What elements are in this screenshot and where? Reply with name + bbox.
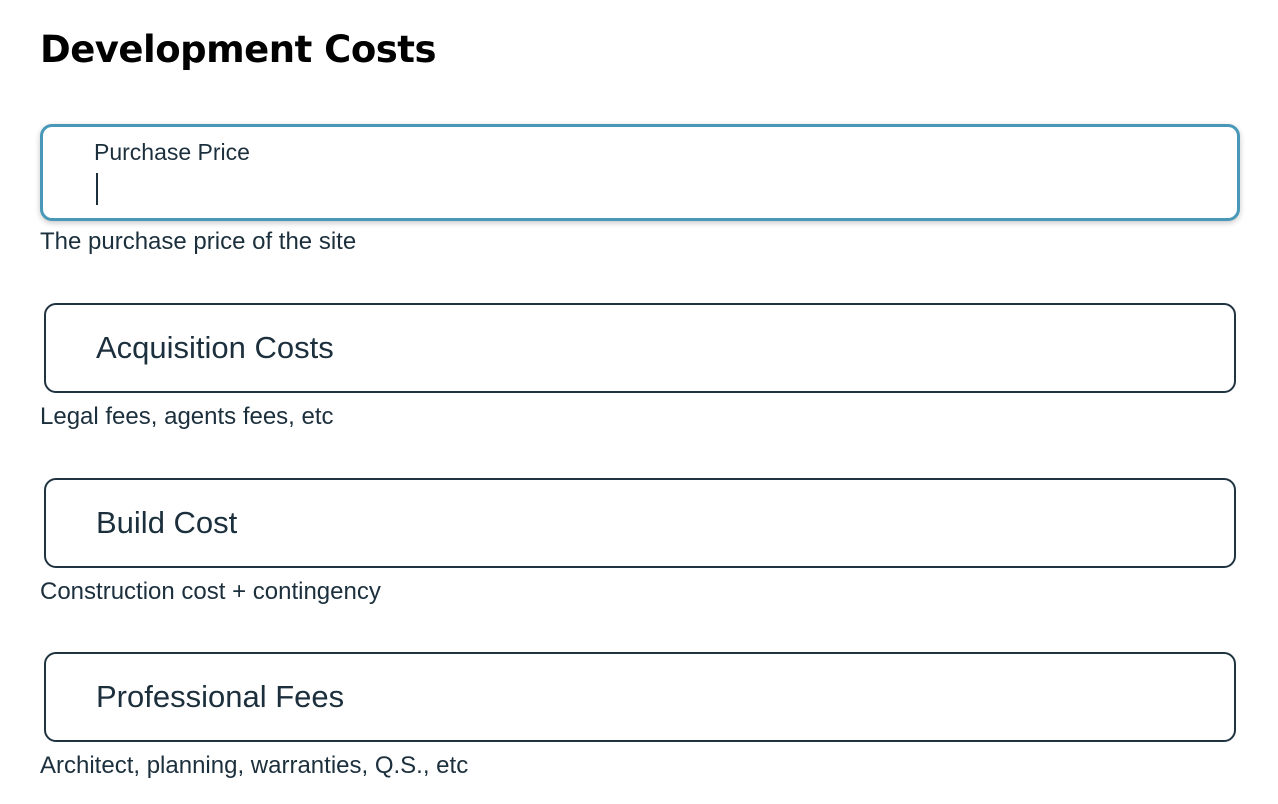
professional-fees-label: Professional Fees [96, 679, 345, 714]
build-cost-label: Build Cost [96, 505, 238, 540]
acquisition-costs-field[interactable]: Acquisition Costs [44, 303, 1236, 393]
purchase-price-helper: The purchase price of the site [40, 228, 357, 255]
text-cursor [96, 173, 98, 205]
acquisition-costs-label: Acquisition Costs [96, 330, 334, 365]
acquisition-costs-helper: Legal fees, agents fees, etc [40, 403, 334, 430]
purchase-price-label: Purchase Price [94, 139, 250, 165]
purchase-price-input[interactable] [94, 171, 1217, 205]
build-cost-helper: Construction cost + contingency [40, 578, 381, 605]
professional-fees-helper: Architect, planning, warranties, Q.S., e… [40, 752, 469, 779]
page-title: Development Costs [40, 28, 436, 71]
purchase-price-field[interactable]: Purchase Price [40, 124, 1240, 221]
professional-fees-field[interactable]: Professional Fees [44, 652, 1236, 742]
build-cost-field[interactable]: Build Cost [44, 478, 1236, 568]
